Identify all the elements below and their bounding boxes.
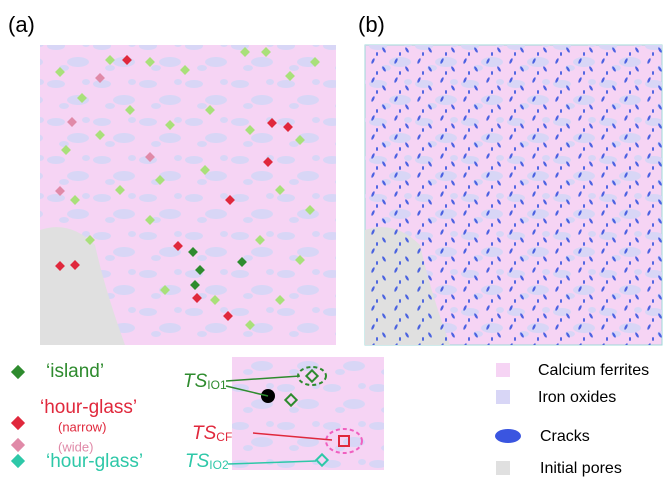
panel-label: (b) bbox=[358, 12, 385, 37]
legend-label: ‘hour-glass’ bbox=[40, 397, 137, 418]
legend-label: ‘hour-glass’ bbox=[46, 451, 143, 472]
inset: TSIO1 TSCF TSIO2 bbox=[183, 357, 384, 472]
legend-label: Calcium ferrites bbox=[538, 362, 649, 379]
map-b bbox=[365, 45, 662, 345]
ts-label: TSIO1 bbox=[183, 371, 227, 392]
ts-sub: IO1 bbox=[207, 378, 227, 392]
ts-main: TS bbox=[192, 423, 217, 444]
ts-sub: CF bbox=[216, 430, 232, 444]
panel-label: (a) bbox=[8, 12, 35, 37]
site-legend: ‘island’ ‘hour-glass’ (narrow) (wide) ‘h… bbox=[11, 361, 143, 472]
legend-label: Cracks bbox=[540, 428, 590, 445]
figure: (a) (b) bbox=[0, 0, 671, 504]
legend-label: Iron oxides bbox=[538, 389, 616, 406]
legend-label: (narrow) bbox=[58, 419, 106, 434]
legend-label: Initial pores bbox=[540, 460, 622, 477]
map-a bbox=[40, 45, 336, 345]
ts-sub: IO2 bbox=[209, 458, 229, 472]
ts-main: TS bbox=[183, 371, 208, 392]
legend-label: ‘island’ bbox=[46, 361, 104, 382]
ts-label: TSIO2 bbox=[185, 451, 229, 472]
ts-label: TSCF bbox=[192, 423, 232, 444]
ts-main: TS bbox=[185, 451, 210, 472]
phase-legend: Calcium ferrites Iron oxides Cracks Init… bbox=[495, 362, 649, 477]
